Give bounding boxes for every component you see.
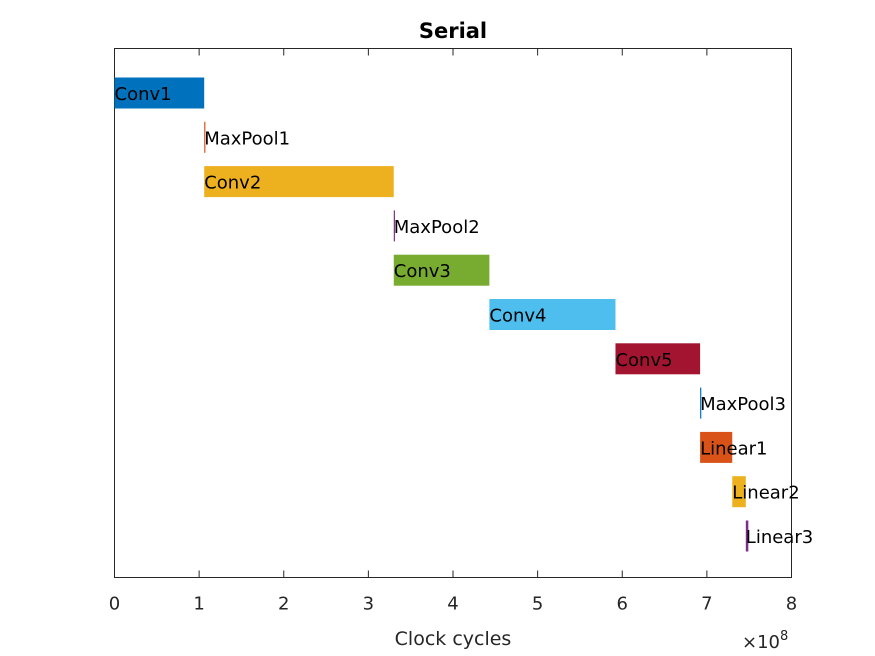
x-tick-label: 5 (532, 594, 543, 615)
bar-maxpool3 (700, 387, 702, 419)
x-axis-ticks: 0 1 2 3 4 5 6 7 8 (109, 48, 797, 615)
bar-label-maxpool1: MaxPool1 (204, 128, 290, 149)
bar-label-linear2: Linear2 (732, 483, 799, 504)
x-axis-exponent-label: ×108 (742, 629, 788, 653)
x-tick-label: 3 (363, 594, 374, 615)
bar-conv4 (489, 299, 616, 330)
x-axis-exponent-base: ×10 (742, 632, 780, 653)
bar-maxpool2 (393, 210, 395, 242)
x-tick-label: 8 (786, 594, 797, 615)
bar-linear3 (745, 520, 749, 552)
bar-conv1 (114, 77, 205, 109)
bar-conv5 (615, 343, 701, 375)
bar-label-conv5: Conv5 (615, 350, 672, 371)
bar-linear1 (700, 431, 733, 463)
bar-label-conv1: Conv1 (115, 84, 172, 105)
bar-label-linear1: Linear1 (700, 438, 767, 459)
bars-layer (114, 77, 749, 552)
x-tick-label: 1 (193, 594, 204, 615)
bar-conv2 (204, 166, 394, 198)
bar-label-maxpool2: MaxPool2 (394, 217, 480, 238)
chart-title: Serial (419, 19, 487, 43)
bar-labels-layer: Conv1 MaxPool1 Conv2 MaxPool2 Conv3 Conv4 Conv… (115, 84, 814, 548)
bar-label-linear3: Linear3 (746, 527, 813, 548)
x-tick-label: 7 (701, 594, 712, 615)
bar-label-conv4: Conv4 (489, 306, 546, 327)
bar-conv3 (393, 254, 490, 286)
x-tick-label: 6 (617, 594, 628, 615)
x-axis-exponent-power: 8 (780, 629, 788, 644)
bar-label-maxpool3: MaxPool3 (700, 394, 786, 415)
x-axis-label: Clock cycles (395, 628, 512, 650)
bar-label-conv3: Conv3 (394, 261, 451, 282)
bar-label-conv2: Conv2 (204, 173, 261, 194)
x-tick-label: 2 (278, 594, 289, 615)
bar-linear2 (732, 476, 746, 508)
bar-maxpool1 (204, 121, 206, 153)
x-tick-label: 0 (109, 594, 120, 615)
x-tick-label: 4 (447, 594, 458, 615)
